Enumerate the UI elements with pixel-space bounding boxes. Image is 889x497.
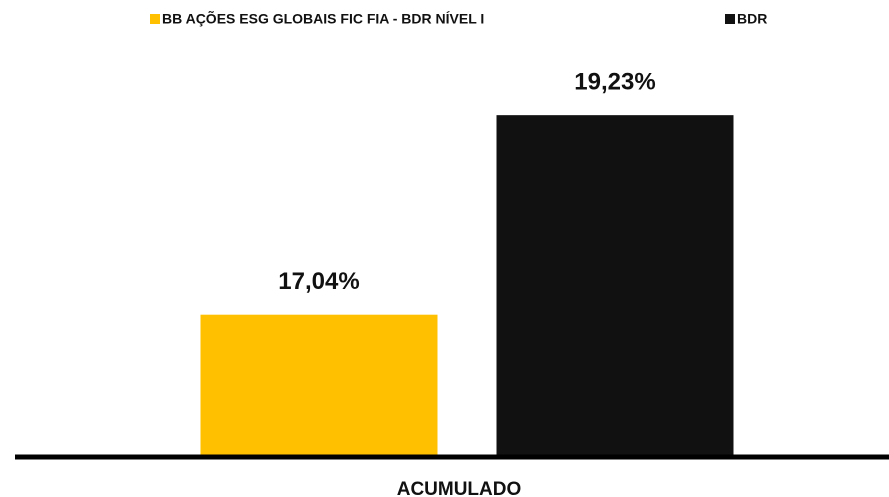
legend-label: BB AÇÕES ESG GLOBAIS FIC FIA - BDR NÍVEL… (162, 10, 484, 27)
legend-label: BDR (737, 11, 767, 27)
legend-swatch (150, 14, 160, 24)
value-label: 17,04% (278, 268, 359, 295)
x-tick-label: ACUMULADO (397, 479, 522, 497)
value-label: 19,23% (574, 68, 655, 95)
legend-swatch (725, 14, 735, 24)
bar (496, 115, 734, 456)
bar (200, 314, 438, 455)
